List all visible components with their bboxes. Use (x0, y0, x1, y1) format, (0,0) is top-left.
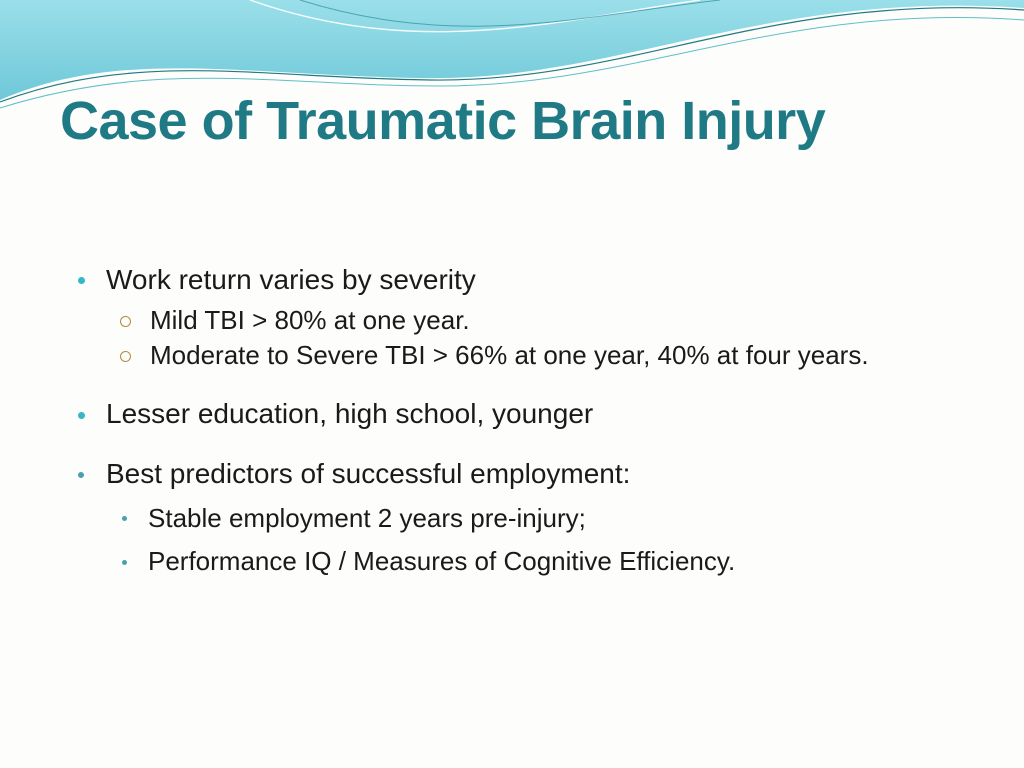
sub-item: Moderate to Severe TBI > 66% at one year… (142, 339, 940, 372)
bullet-list: Best predictors of successful employment… (70, 456, 940, 578)
bullet-list: Lesser education, high school, younger (70, 396, 940, 432)
sub-list: Stable employment 2 years pre-injury; Pe… (106, 502, 940, 579)
sub-list: Mild TBI > 80% at one year. Moderate to … (106, 304, 940, 373)
slide: Case of Traumatic Brain Injury Work retu… (0, 0, 1024, 768)
bullet-text: Lesser education, high school, younger (106, 398, 593, 429)
bullet-item: Work return varies by severity Mild TBI … (98, 262, 940, 372)
sub-item: Stable employment 2 years pre-injury; (142, 502, 940, 535)
bullet-text: Work return varies by severity (106, 264, 476, 295)
slide-title: Case of Traumatic Brain Injury (60, 92, 940, 150)
bullet-text: Best predictors of successful employment… (106, 458, 630, 489)
slide-body: Work return varies by severity Mild TBI … (70, 262, 940, 603)
bullet-item: Lesser education, high school, younger (98, 396, 940, 432)
sub-item: Performance IQ / Measures of Cognitive E… (142, 545, 940, 578)
sub-item: Mild TBI > 80% at one year. (142, 304, 940, 337)
bullet-item: Best predictors of successful employment… (98, 456, 940, 578)
bullet-list: Work return varies by severity Mild TBI … (70, 262, 940, 372)
